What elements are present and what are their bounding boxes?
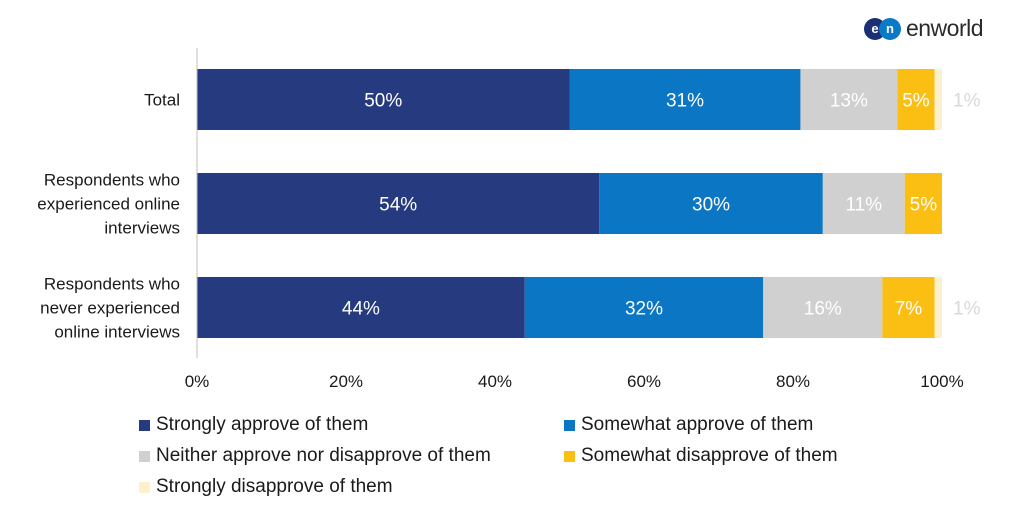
legend-item: Neither approve nor disapprove of them (139, 445, 491, 467)
bar-data-label: 50% (364, 91, 402, 112)
bar-data-label: 16% (804, 299, 842, 320)
x-tick-label: 40% (478, 372, 512, 391)
bar-segment (197, 277, 525, 338)
bar-segment (934, 277, 942, 338)
bar-data-label: 11% (845, 195, 882, 216)
category-label-line: Total (144, 91, 180, 110)
bar-segment (569, 69, 801, 130)
bar-data-label: 7% (895, 299, 923, 320)
bar-data-label: 13% (830, 91, 868, 112)
x-tick-label: 20% (329, 372, 363, 391)
category-label-line: Respondents who (44, 171, 180, 190)
bar-data-label: 5% (910, 195, 938, 216)
bar-segment (524, 277, 764, 338)
bar-segment (934, 69, 942, 130)
bar-labels-layer: 50% 31% 13% 5% 1% 54% 30% 11% 5% 44% 32% 16% 7% 1% (342, 91, 981, 320)
x-tick-label: 0% (185, 372, 210, 391)
bar-segment (763, 277, 883, 338)
x-tick-label: 60% (627, 372, 661, 391)
category-label-line: never experienced (40, 299, 180, 318)
legend-label: Somewhat approve of them (581, 414, 814, 435)
legend-swatch (139, 450, 150, 462)
bar-data-label: 54% (379, 195, 417, 216)
bar-segment (897, 69, 935, 130)
bar-data-label: 5% (902, 91, 930, 112)
enworld-logo: e n enworld (863, 15, 984, 42)
bar-data-label: 44% (342, 299, 380, 320)
enworld-logo-mark: e n (863, 16, 904, 42)
legend-label: Somewhat disapprove of them (581, 445, 838, 466)
x-tick-label: 80% (776, 372, 810, 391)
bar-segment (599, 173, 823, 234)
logo-mark-right: n (878, 17, 901, 40)
bar-segment (882, 277, 935, 338)
category-labels-layer: Total Respondents who experienced online in… (37, 91, 180, 342)
stacked-bar-chart: 50% 31% 13% 5% 1% 54% 30% 11% 5% 44% 32% 16% 7% 1% To… (37, 48, 981, 391)
category-label: Total (144, 91, 180, 110)
category-label: Respondents who never experienced online i… (40, 275, 180, 342)
bar-segment (197, 69, 570, 130)
bar-segment (904, 173, 942, 234)
legend-item: Somewhat approve of them (564, 414, 813, 436)
bar-data-label: 31% (666, 91, 704, 112)
legend-item: Strongly approve of them (139, 414, 368, 436)
legend-label: Strongly approve of them (156, 414, 369, 435)
bar-data-label: 30% (692, 195, 730, 216)
bar-data-label: 32% (625, 299, 663, 320)
legend-label: Neither approve nor disapprove of them (156, 445, 491, 466)
category-label-line: online interviews (54, 323, 180, 342)
legend-item: Strongly disapprove of them (139, 476, 393, 498)
bar-segment (800, 69, 898, 130)
x-tick-label: 100% (920, 372, 963, 391)
x-axis: 0% 20% 40% 60% 80% 100% (185, 48, 964, 391)
bar-data-label: 1% (953, 91, 981, 112)
bar-data-label: 1% (953, 299, 981, 320)
legend-swatch (139, 481, 150, 493)
category-label-line: interviews (104, 219, 180, 238)
legend-swatch (139, 419, 150, 431)
category-label-line: Respondents who (44, 275, 180, 294)
legend-item: Somewhat disapprove of them (564, 445, 838, 467)
legend-swatch (564, 450, 575, 462)
bar-segment (197, 173, 600, 234)
bars-layer (197, 69, 942, 338)
logo-text: enworld (905, 15, 984, 41)
bar-segment (822, 173, 905, 234)
category-label: Respondents who experienced online intervi… (37, 171, 180, 238)
legend-swatch (564, 419, 575, 431)
category-label-line: experienced online (37, 195, 180, 214)
legend-label: Strongly disapprove of them (156, 476, 393, 497)
